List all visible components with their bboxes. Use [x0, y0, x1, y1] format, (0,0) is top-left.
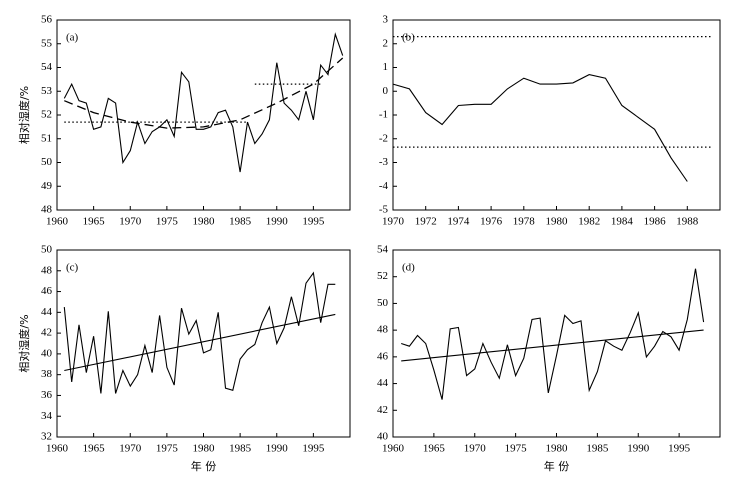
y-tick-label: 54 [377, 244, 389, 256]
y-tick-label: 50 [41, 244, 53, 256]
y-tick-label: 49 [41, 180, 53, 192]
y-tick-label: 42 [41, 327, 52, 339]
x-tick-label: 1970 [382, 216, 405, 228]
x-tick-label: 1995 [302, 216, 325, 228]
y-axis-label: 相对湿度/% [17, 86, 31, 144]
x-tick-label: 1965 [423, 443, 446, 455]
x-tick-label: 1970 [464, 443, 487, 455]
x-tick-label: 1970 [119, 443, 142, 455]
y-tick-label: -5 [379, 204, 389, 216]
y-tick-label: 56 [41, 14, 53, 26]
x-tick-label: 1975 [156, 216, 179, 228]
y-tick-label: 36 [41, 389, 53, 401]
y-tick-label: 51 [41, 132, 52, 144]
y-tick-label: 40 [377, 431, 389, 443]
x-tick-label: 1972 [415, 216, 437, 228]
series-line [401, 268, 705, 400]
plot-frame [56, 19, 351, 211]
panel-label: (b) [402, 32, 415, 44]
y-tick-label: 44 [41, 306, 53, 318]
y-tick-label: 3 [383, 14, 389, 26]
plot-frame [56, 249, 351, 438]
y-tick-label: 50 [41, 156, 53, 168]
y-tick-label: 53 [41, 85, 53, 97]
y-tick-label: 42 [377, 404, 388, 416]
x-tick-label: 1970 [119, 216, 142, 228]
y-tick-label: -4 [379, 180, 389, 192]
x-tick-label: 1990 [266, 443, 289, 455]
x-tick-label: 1975 [505, 443, 528, 455]
x-tick-label: 1980 [546, 443, 569, 455]
y-tick-label: 34 [41, 410, 53, 422]
x-tick-label: 1980 [193, 443, 216, 455]
x-tick-label: 1978 [513, 216, 536, 228]
y-tick-label: 50 [377, 297, 389, 309]
x-tick-label: 1984 [611, 216, 634, 228]
y-tick-label: 44 [377, 377, 389, 389]
x-tick-label: 1965 [83, 216, 106, 228]
panel-label: (d) [402, 262, 415, 274]
y-tick-label: 2 [383, 37, 389, 49]
x-axis-label: 年 份 [191, 459, 217, 473]
x-tick-label: 1960 [382, 443, 405, 455]
series-line [401, 329, 704, 362]
x-tick-label: 1985 [586, 443, 609, 455]
y-tick-label: -3 [379, 156, 389, 168]
y-tick-label: 32 [41, 431, 52, 443]
series-line [63, 32, 344, 173]
y-tick-label: 55 [41, 37, 53, 49]
y-tick-label: 54 [41, 61, 53, 73]
y-tick-label: 0 [383, 85, 389, 97]
y-axis-label: 相对湿度/% [17, 314, 31, 372]
panel-label: (c) [66, 262, 79, 274]
x-tick-label: 1960 [46, 443, 69, 455]
x-tick-label: 1990 [627, 443, 650, 455]
x-tick-label: 1980 [546, 216, 569, 228]
x-tick-label: 1980 [193, 216, 216, 228]
y-tick-label: 48 [41, 204, 53, 216]
x-tick-label: 1976 [480, 216, 503, 228]
x-tick-label: 1965 [83, 443, 106, 455]
y-tick-label: 46 [41, 285, 53, 297]
y-tick-label: 52 [377, 270, 388, 282]
y-tick-label: 40 [41, 347, 53, 359]
y-tick-label: 38 [41, 368, 53, 380]
plot-frame [392, 249, 721, 438]
x-tick-label: 1995 [668, 443, 691, 455]
series-line [64, 57, 344, 129]
x-tick-label: 1995 [302, 443, 325, 455]
x-tick-label: 1990 [266, 216, 289, 228]
x-tick-label: 1985 [229, 443, 252, 455]
y-tick-label: -2 [379, 132, 388, 144]
x-tick-label: 1986 [644, 216, 667, 228]
plot-frame [392, 19, 721, 211]
panel-label: (a) [66, 32, 79, 44]
x-tick-label: 1988 [676, 216, 699, 228]
x-axis-label: 年 份 [544, 459, 570, 473]
y-tick-label: 48 [377, 324, 389, 336]
y-tick-label: -1 [379, 109, 388, 121]
y-tick-label: 46 [377, 350, 389, 362]
x-tick-label: 1960 [46, 216, 69, 228]
series-line [64, 313, 336, 372]
x-tick-label: 1982 [578, 216, 600, 228]
y-tick-label: 1 [383, 61, 389, 73]
series-line [392, 74, 688, 182]
y-tick-label: 48 [41, 264, 53, 276]
x-tick-label: 1974 [447, 216, 470, 228]
x-tick-label: 1975 [156, 443, 179, 455]
series-line [63, 271, 336, 394]
y-tick-label: 52 [41, 109, 52, 121]
x-tick-label: 1985 [229, 216, 252, 228]
